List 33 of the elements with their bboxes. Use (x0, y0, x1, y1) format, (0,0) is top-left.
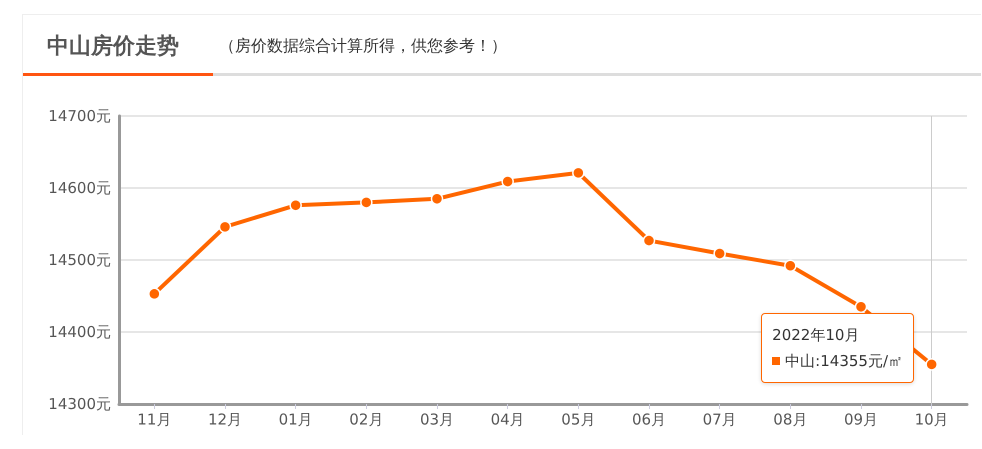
x-tick-label: 11月 (137, 410, 172, 428)
x-tick-label: 06月 (632, 410, 666, 428)
y-tick-label: 14300元 (48, 395, 111, 413)
y-tick-label: 14500元 (48, 251, 111, 269)
legend-label: 中山 (785, 351, 816, 372)
y-tick-label: 14700元 (48, 107, 111, 125)
point (289, 199, 302, 212)
annotation: 2022年10月 (772, 325, 860, 346)
point (925, 358, 938, 371)
chart-subtitle: （房价数据综合计算所得，供您参考！） (219, 36, 507, 57)
x-tick-label: 09月 (844, 410, 878, 428)
x-tick-label: 05月 (561, 410, 596, 428)
point (148, 288, 161, 300)
x-tick-label: 08月 (773, 410, 808, 428)
point (360, 196, 373, 209)
x-tick-label: 04月 (490, 410, 525, 428)
chart-title: 中山房价走势 (47, 32, 179, 61)
x-tick-label: 10月 (914, 410, 949, 428)
y-tick-label: 14600元 (48, 179, 111, 197)
point (642, 234, 656, 247)
x-tick-label: 01月 (278, 410, 313, 428)
x-tick-label: 03月 (420, 410, 454, 428)
point (854, 300, 868, 314)
x-tick-label: 07月 (702, 410, 737, 428)
x-tick-label: 12月 (208, 410, 242, 428)
point (572, 166, 585, 180)
point (501, 175, 514, 188)
point (430, 192, 444, 206)
point (713, 247, 726, 260)
annotation: :14355元/㎡ (815, 351, 903, 372)
point (218, 220, 232, 234)
y-tick-label: 14400元 (48, 323, 111, 341)
x-tick-label: 02月 (349, 410, 384, 428)
